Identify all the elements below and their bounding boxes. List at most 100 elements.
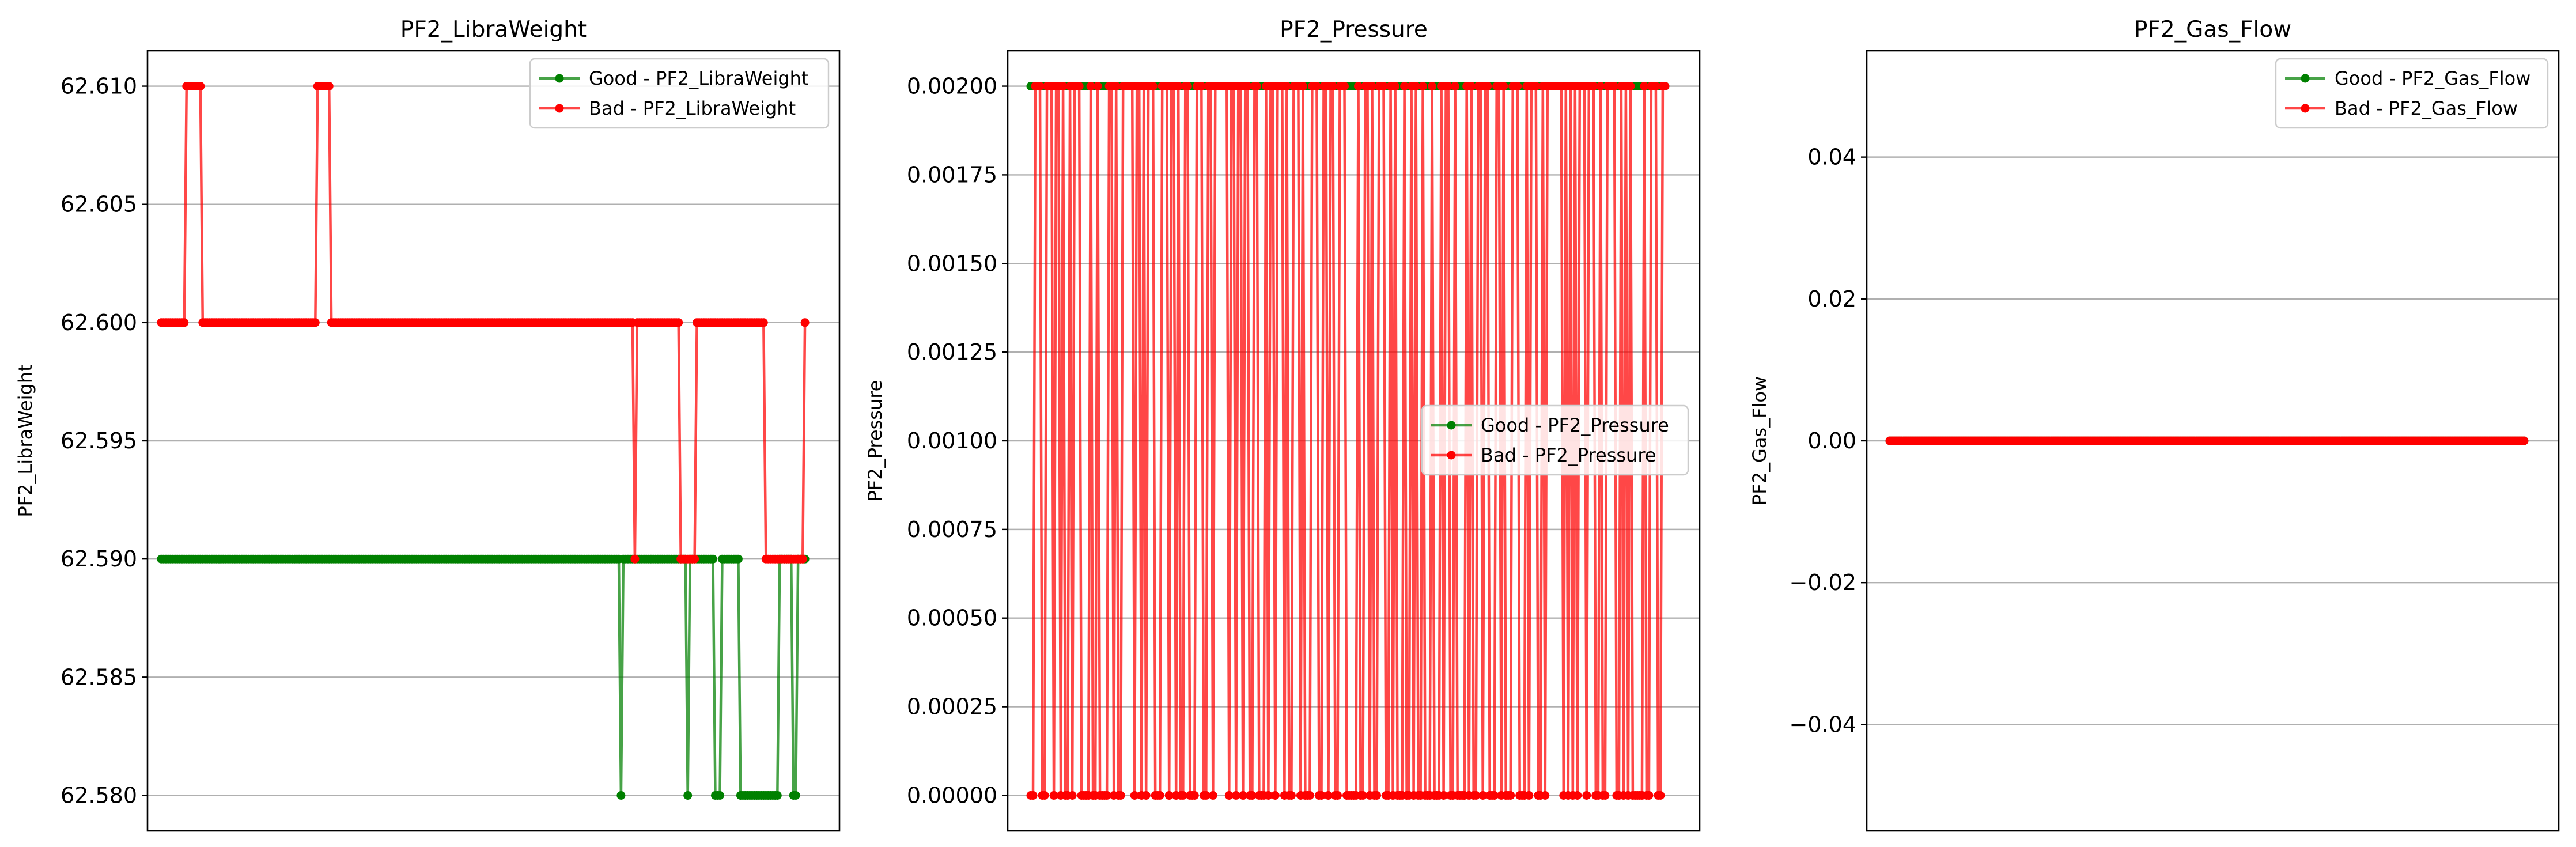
series-group [157, 82, 810, 800]
data-point [1513, 82, 1522, 90]
data-point [1164, 791, 1174, 800]
series-markers [1885, 436, 2529, 445]
data-point [1359, 791, 1367, 800]
y-tick-label: 0.00000 [907, 782, 997, 808]
y-tick-label: 62.600 [60, 310, 137, 335]
y-tick-label: 0.00175 [907, 162, 997, 187]
legend: Good - PF2_LibraWeight Bad - PF2_LibraWei… [529, 58, 830, 129]
data-point [1340, 82, 1349, 90]
data-point [798, 554, 807, 564]
data-point [1148, 82, 1158, 90]
y-tick-label: 62.610 [60, 74, 137, 99]
legend-marker [2301, 74, 2310, 83]
data-point [1174, 82, 1183, 90]
data-point [1660, 82, 1670, 90]
y-tick-label: 0.00025 [907, 694, 997, 720]
data-point [616, 791, 626, 800]
y-tick-label: 0.00075 [907, 517, 997, 542]
data-point [1400, 82, 1409, 90]
legend-item: Good - PF2_Pressure [1431, 414, 1669, 436]
data-point [1451, 82, 1460, 90]
legend-item: Bad - PF2_Pressure [1431, 444, 1656, 466]
data-point [1531, 82, 1541, 90]
legend-label: Good - PF2_Gas_Flow [2335, 67, 2530, 89]
data-point [1626, 82, 1635, 90]
y-tick-label: 0.02 [1807, 286, 1856, 312]
data-point [1379, 82, 1388, 90]
data-point [773, 791, 782, 800]
y-tick-label: 62.580 [60, 782, 137, 808]
data-point [1183, 82, 1192, 90]
chart-title: PF2_Gas_Flow [2134, 17, 2291, 43]
data-point [1368, 82, 1376, 90]
data-point [1116, 791, 1125, 800]
data-point [1644, 791, 1654, 800]
data-point [683, 791, 693, 800]
legend-frame [1421, 404, 1689, 476]
data-point [1305, 791, 1314, 800]
data-point [1243, 82, 1252, 90]
chart-title: PF2_Pressure [1280, 17, 1428, 43]
legend: Good - PF2_Gas_Flow Bad - PF2_Gas_Flow [2275, 58, 2549, 129]
data-point [1068, 791, 1077, 800]
data-point [1439, 791, 1448, 800]
legend-marker [555, 74, 564, 83]
data-point [630, 554, 640, 564]
data-point [196, 82, 205, 90]
chart-panel-1: 62.580 62.585 62.590 62.595 62.600 62.605 62.6… [14, 17, 841, 832]
legend-marker [2301, 104, 2310, 113]
data-point [1270, 791, 1280, 800]
data-point [1086, 82, 1095, 90]
y-axis-label: PF2_Pressure [864, 380, 886, 502]
legend-marker [1447, 421, 1456, 430]
y-tick-label: 62.590 [60, 546, 137, 572]
legend-item: Good - PF2_Gas_Flow [2285, 67, 2530, 89]
y-axis: −0.04 −0.02 0.00 0.02 0.04 [1790, 145, 1867, 737]
data-point [1312, 82, 1321, 90]
data-point [1287, 791, 1296, 800]
y-tick-label: 0.00 [1807, 428, 1856, 453]
legend-label: Bad - PF2_LibraWeight [589, 97, 796, 119]
data-point [1040, 791, 1049, 800]
data-point [1208, 791, 1217, 800]
chart-title: PF2_LibraWeight [400, 17, 587, 43]
data-point [311, 318, 320, 327]
data-point [1541, 791, 1550, 800]
data-point [733, 554, 743, 564]
data-point [1282, 82, 1291, 90]
data-point [1651, 82, 1660, 90]
data-point [1418, 82, 1428, 90]
data-point [1610, 82, 1619, 90]
y-tick-label: 0.00050 [907, 606, 997, 631]
y-tick-label: 0.00200 [907, 74, 997, 99]
data-point [1190, 791, 1199, 800]
data-point [1478, 791, 1488, 800]
chart-panel-3: −0.04 −0.02 0.00 0.02 0.04 PF2_Gas_Flow PF2_Ga… [1749, 17, 2560, 832]
data-point [1197, 82, 1206, 90]
y-tick-label: 0.04 [1807, 145, 1856, 170]
data-point [716, 791, 724, 800]
data-point [1102, 791, 1111, 800]
y-tick-label: 0.00125 [907, 339, 997, 365]
legend-item: Good - PF2_LibraWeight [539, 67, 809, 89]
data-point [1656, 791, 1665, 800]
legend-label: Bad - PF2_Pressure [1481, 444, 1656, 466]
y-tick-label: 0.00100 [907, 428, 997, 453]
legend-label: Good - PF2_Pressure [1481, 414, 1669, 436]
y-axis-label: PF2_Gas_Flow [1749, 376, 1771, 505]
data-point [1155, 791, 1164, 800]
data-point [1247, 791, 1257, 800]
data-point [324, 82, 334, 90]
legend-marker [1447, 451, 1456, 460]
data-point [2520, 436, 2529, 445]
data-point [1324, 791, 1333, 800]
y-tick-label: 62.605 [60, 192, 137, 217]
data-point [1525, 791, 1534, 800]
data-point [1317, 791, 1326, 800]
data-point [1601, 791, 1610, 800]
data-point [1372, 791, 1381, 800]
data-point [1130, 791, 1139, 800]
data-point [1472, 791, 1481, 800]
y-tick-label: 0.00150 [907, 251, 997, 276]
